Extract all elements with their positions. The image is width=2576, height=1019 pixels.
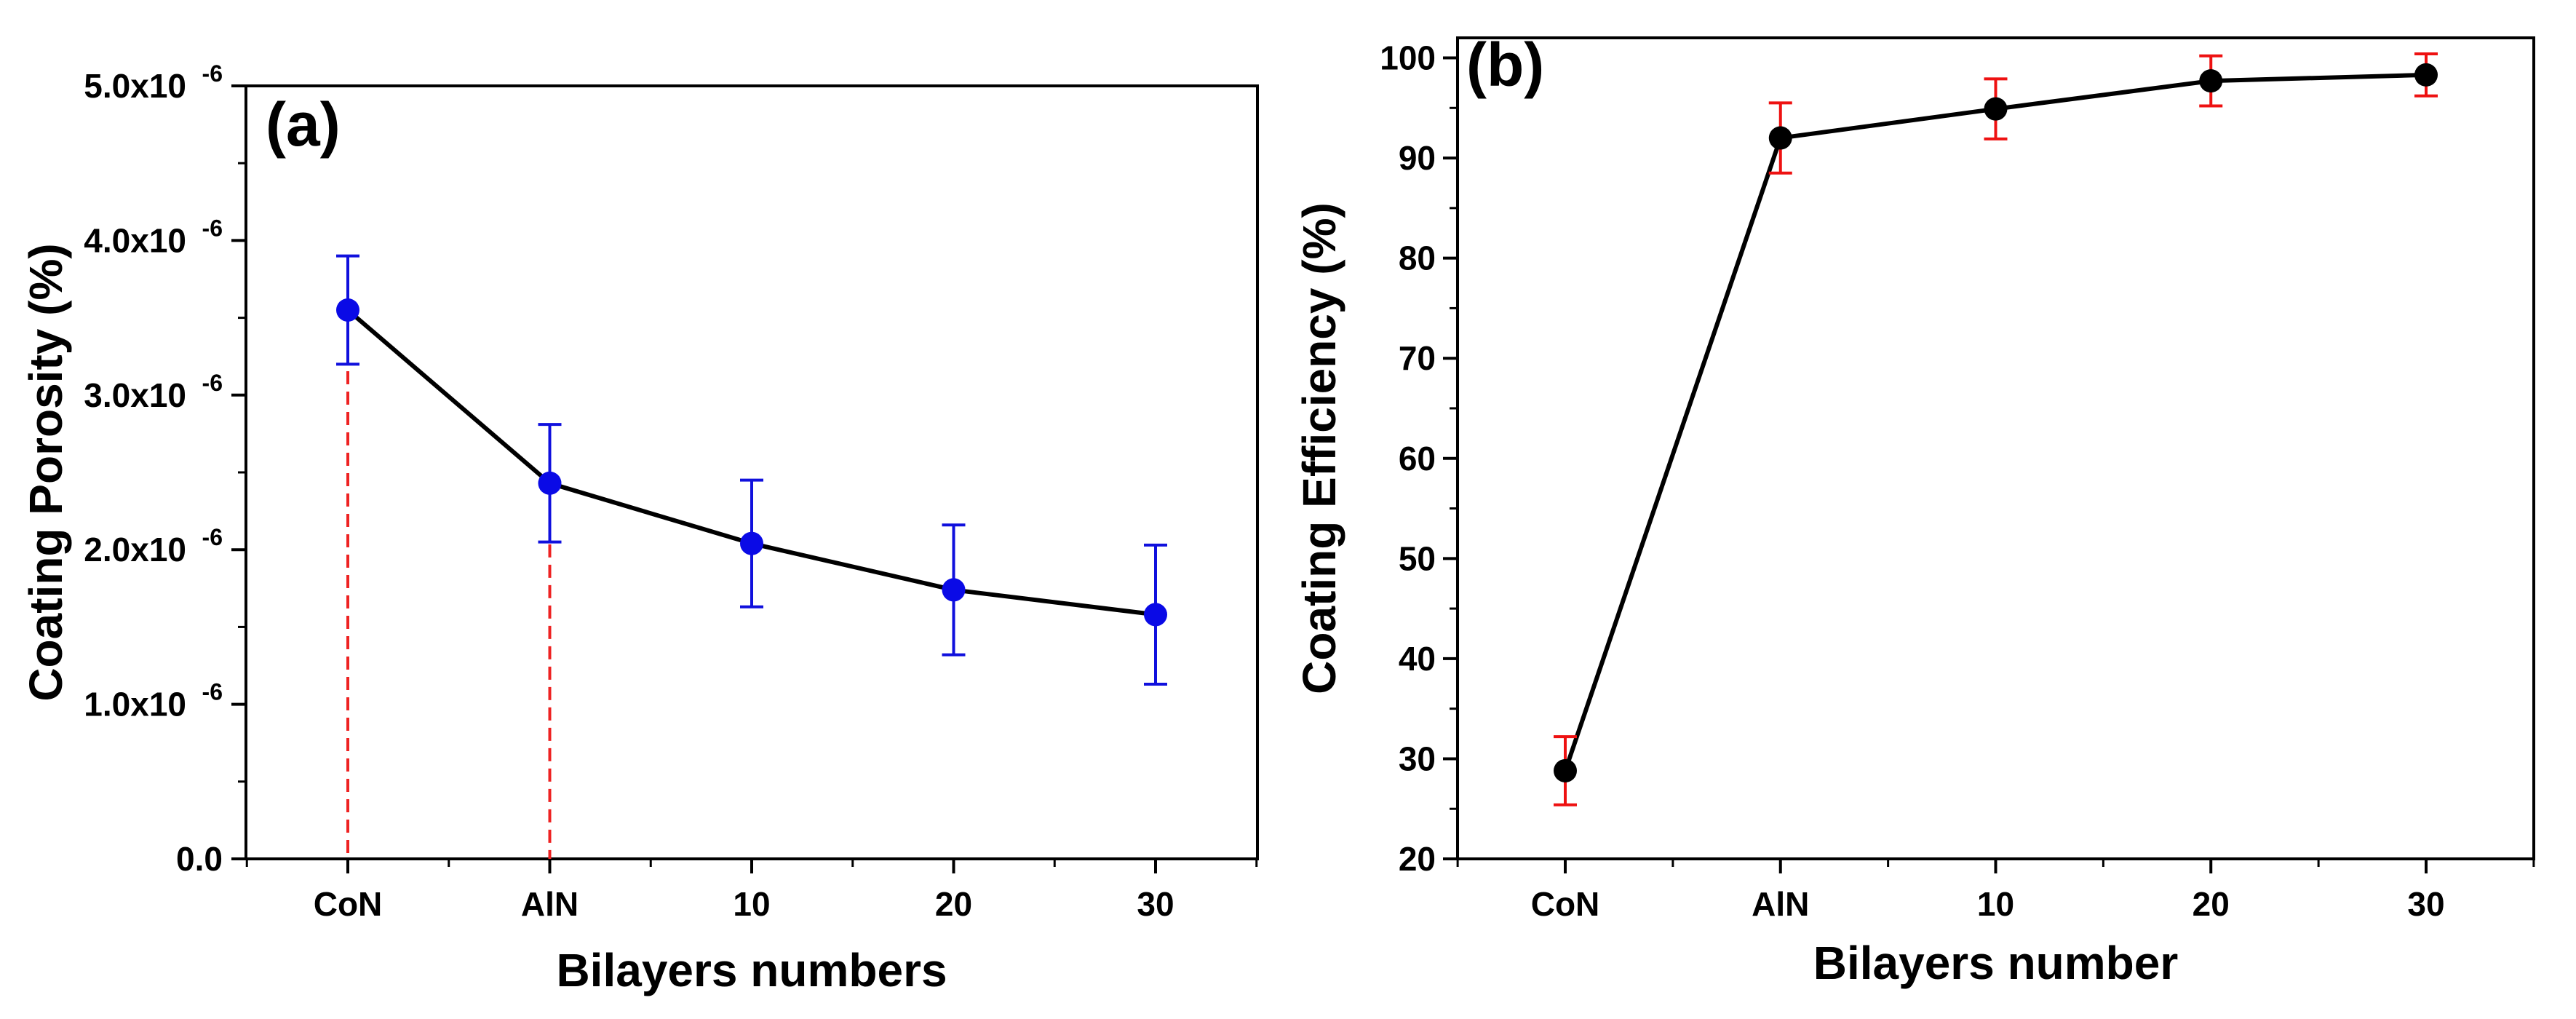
panel-label: (a) — [266, 90, 341, 159]
y-tick-exponent: -6 — [202, 524, 223, 550]
data-point — [2414, 63, 2438, 87]
y-tick-label: 80 — [1399, 239, 1436, 277]
data-point — [538, 471, 562, 495]
x-tick-label: 10 — [733, 885, 770, 923]
data-point — [740, 531, 763, 555]
x-tick-label: 20 — [2193, 885, 2230, 923]
panel-label: (b) — [1466, 31, 1544, 99]
y-tick-exponent: -6 — [202, 370, 223, 396]
y-axis-title: Coating Efficiency (%) — [1293, 202, 1345, 694]
y-tick-exponent: -6 — [202, 679, 223, 705]
x-tick-label: 30 — [2407, 885, 2444, 923]
y-tick-label: 90 — [1399, 139, 1436, 177]
series-line — [1563, 72, 2427, 772]
y-axis-title: Coating Porosity (%) — [20, 243, 72, 701]
y-tick-label: 0.0 — [176, 840, 223, 878]
data-point — [2199, 69, 2223, 93]
chart-panel-b: 20 30 40 50 60 70 80 90 100 CoN AlN 10 20 30 Coating E… — [1293, 31, 2535, 989]
data-point — [1554, 758, 1577, 782]
y-tick-label: 2.0x10 — [84, 531, 186, 568]
y-tick-exponent: -6 — [202, 215, 223, 241]
y-tick-label-base: 4.0x10 — [84, 221, 186, 259]
x-axis-title: Bilayers number — [1813, 937, 2179, 989]
x-axis-title: Bilayers numbers — [556, 944, 947, 996]
y-tick-label-base: 2.0x10 — [84, 531, 186, 568]
data-point — [1144, 603, 1167, 627]
x-tick-label: 30 — [1137, 885, 1174, 923]
y-tick-label: 30 — [1399, 740, 1436, 777]
plot-frame — [245, 84, 1259, 860]
chart-panel-a: 0.0 1.0x10 -6 2.0x10 -6 3.0x10 -6 4.0x10 -6 5.0x1… — [20, 60, 1259, 996]
x-tick-label: CoN — [314, 885, 383, 923]
data-point — [1768, 126, 1792, 150]
data-point — [336, 298, 359, 322]
y-tick-label: 100 — [1380, 39, 1436, 77]
x-tick-label: 10 — [1977, 885, 2014, 923]
y-tick-label: 4.0x10 — [84, 221, 186, 259]
y-tick-label: 40 — [1399, 640, 1436, 678]
y-tick-label-base: 1.0x10 — [84, 686, 186, 723]
x-tick-label: CoN — [1531, 885, 1600, 923]
y-tick-exponent: -6 — [202, 60, 223, 87]
plot-frame — [1456, 36, 2535, 860]
y-tick-label: 5.0x10 — [84, 67, 186, 105]
y-tick-label: 60 — [1399, 440, 1436, 477]
y-tick-label: 50 — [1399, 539, 1436, 577]
y-tick-label: 1.0x10 — [84, 686, 186, 723]
data-point — [1984, 97, 2008, 121]
x-tick-label: AlN — [1752, 885, 1809, 923]
y-tick-label: 3.0x10 — [84, 376, 186, 414]
x-tick-label: 20 — [935, 885, 972, 923]
y-tick-label-base: 0.0 — [176, 840, 223, 878]
y-tick-label: 70 — [1399, 339, 1436, 377]
y-tick-label-base: 3.0x10 — [84, 376, 186, 414]
y-tick-label: 20 — [1399, 840, 1436, 878]
x-tick-label: AlN — [521, 885, 579, 923]
data-point — [942, 578, 966, 602]
y-tick-label-base: 5.0x10 — [84, 67, 186, 105]
